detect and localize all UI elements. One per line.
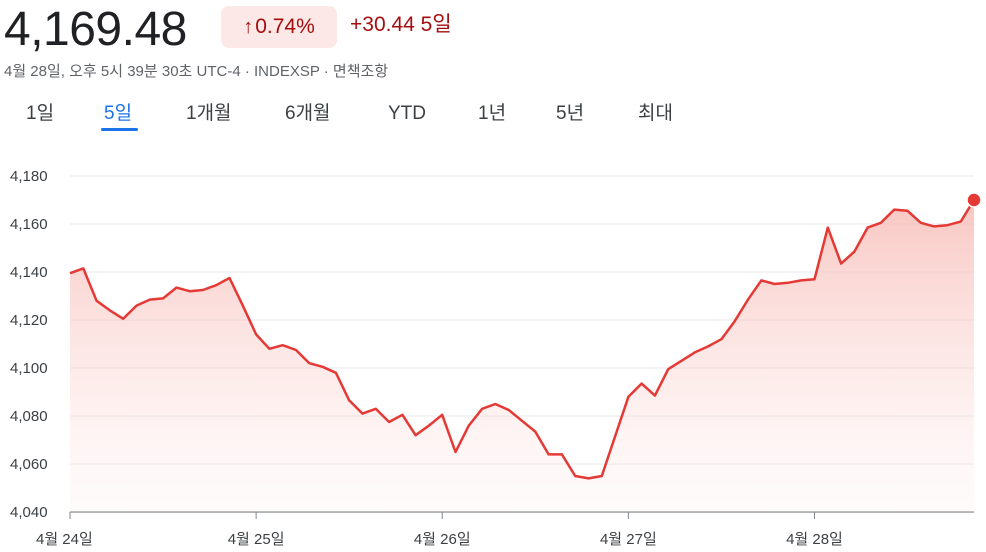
tab-5d[interactable]: 5일 <box>104 103 133 124</box>
tab-5y[interactable]: 5년 <box>556 103 585 124</box>
absolute-change: +30.44 5일 <box>350 13 452 36</box>
tab-ytd[interactable]: YTD <box>388 103 426 124</box>
quote-meta: 4월 28일, 오후 5시 39분 30초 UTC-4 · INDEXSP · … <box>4 63 389 80</box>
y-tick-label: 4,160 <box>10 216 48 233</box>
timeframe-tabs: 1일 5일 1개월 6개월 YTD 1년 5년 최대 <box>0 98 986 138</box>
current-price: 4,169.48 <box>4 3 187 56</box>
tab-6m[interactable]: 6개월 <box>285 103 331 124</box>
y-tick-label: 4,080 <box>10 408 48 425</box>
tab-1d[interactable]: 1일 <box>26 103 55 124</box>
x-tick-label: 4월 26일 <box>414 531 471 548</box>
x-tick-label: 4월 28일 <box>786 531 843 548</box>
percent-change-value: 0.74% <box>255 15 315 38</box>
y-tick-label: 4,180 <box>10 168 48 185</box>
x-tick-label: 4월 24일 <box>36 531 93 548</box>
active-tab-indicator <box>101 128 138 131</box>
y-tick-label: 4,120 <box>10 312 48 329</box>
percent-change-badge: ↑ 0.74% <box>221 6 337 48</box>
x-tick-label: 4월 25일 <box>228 531 285 548</box>
x-tick-label: 4월 27일 <box>600 531 657 548</box>
arrow-up-icon: ↑ <box>243 15 254 38</box>
y-tick-label: 4,140 <box>10 264 48 281</box>
tab-max[interactable]: 최대 <box>638 103 673 124</box>
y-tick-label: 4,060 <box>10 456 48 473</box>
price-area-fill <box>70 200 974 512</box>
tab-1m[interactable]: 1개월 <box>186 103 232 124</box>
latest-price-dot <box>966 192 982 208</box>
y-tick-label: 4,040 <box>10 504 48 521</box>
y-tick-label: 4,100 <box>10 360 48 377</box>
price-line <box>69 199 976 480</box>
tab-1y[interactable]: 1년 <box>478 103 507 124</box>
